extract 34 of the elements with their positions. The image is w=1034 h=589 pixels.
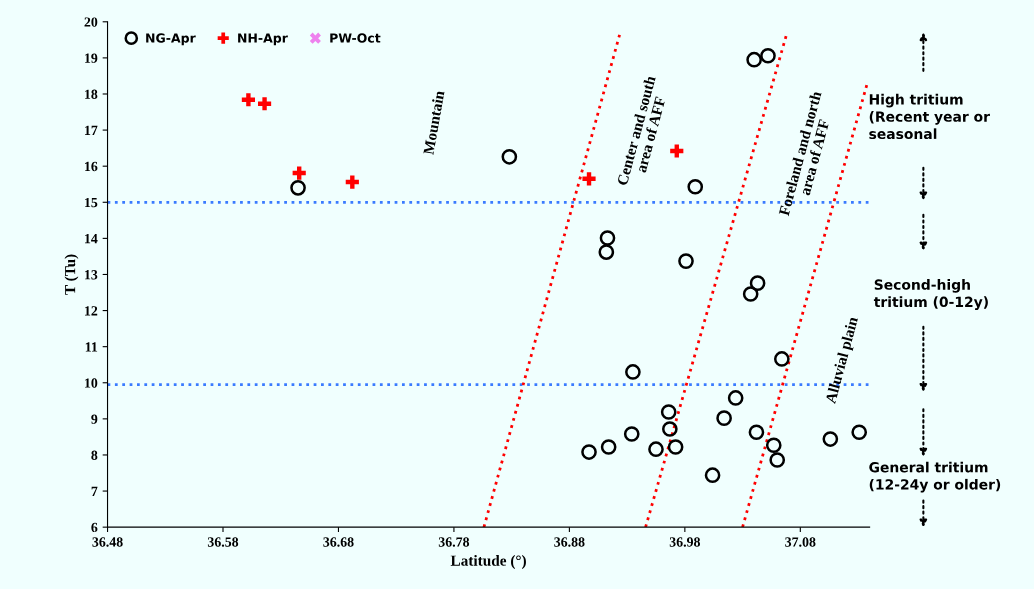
x-tick-label: 36.48 — [92, 537, 123, 547]
x-tick-label: 36.78 — [438, 537, 470, 547]
annotation: Foreland and north area of AFF — [778, 90, 830, 217]
legend-label: PW-Oct — [330, 33, 381, 43]
text: Second-high tritium (0-12y) — [873, 279, 988, 310]
legend-label: NG-Apr — [146, 33, 196, 46]
y-tick-label: 20 — [84, 17, 98, 27]
annotation: General tritium (12-24y or older) — [869, 461, 1001, 493]
y-tick-label: 18 — [85, 89, 98, 99]
y-tick-label: 17 — [85, 125, 98, 135]
y-tick-label: 6 — [91, 522, 98, 533]
x-tick-label: 36.98 — [669, 537, 701, 547]
y-tick-label: 13 — [85, 270, 98, 280]
y-tick-label: 9 — [91, 414, 98, 424]
x-tick-label: 36.68 — [323, 537, 354, 547]
y-tick-label: 11 — [85, 342, 98, 352]
y-tick-label: 16 — [85, 161, 98, 172]
y-tick-label: 8 — [91, 450, 98, 460]
annotation: Alluvial plain — [824, 315, 862, 405]
x-axis-title: Latitude (°) — [450, 555, 526, 569]
y-axis-title: T (Tu) — [64, 254, 79, 295]
y-tick-label: 10 — [85, 378, 98, 388]
x-tick-label: 36.88 — [554, 537, 585, 547]
annotation: Mountain — [422, 90, 445, 156]
y-tick-label: 14 — [85, 234, 98, 244]
x-tick-label: 37.08 — [785, 537, 816, 547]
annotation: High tritium (Recent year or seasonal — [869, 93, 990, 140]
y-tick-label: 7 — [91, 486, 98, 496]
y-tick-label: 12 — [85, 306, 98, 316]
x-tick-label: 36.58 — [207, 537, 239, 547]
legend-label: NH-Apr — [238, 33, 288, 46]
y-tick-label: 19 — [85, 53, 98, 63]
annotation: Center and south area of AFF — [616, 75, 666, 186]
y-tick-label: 15 — [85, 197, 98, 208]
